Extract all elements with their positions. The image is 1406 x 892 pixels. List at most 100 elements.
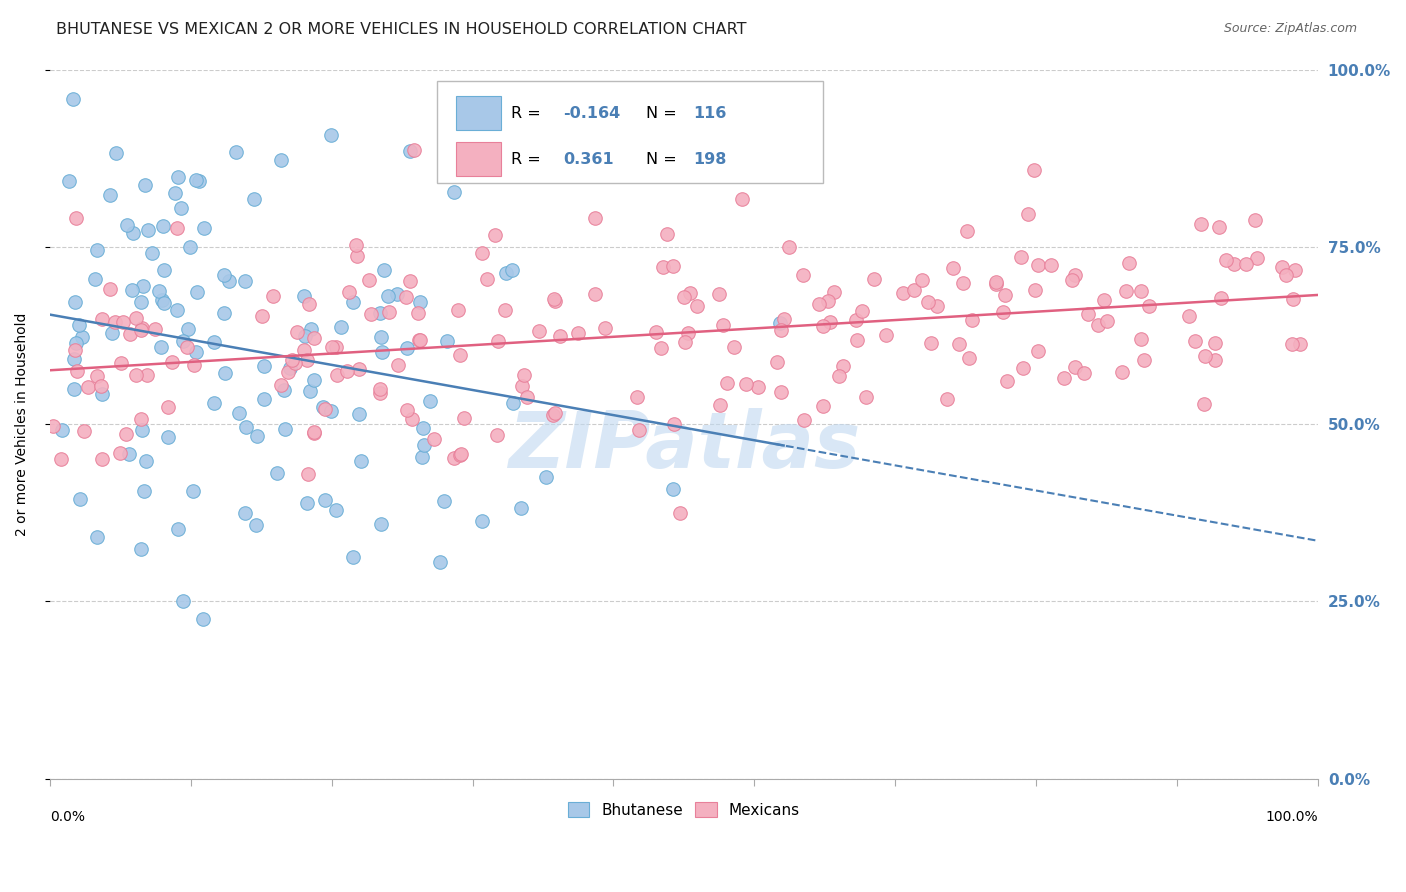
- Point: [942, 261, 965, 276]
- Text: 116: 116: [693, 106, 725, 120]
- Point: [669, 506, 692, 520]
- Point: [235, 420, 257, 434]
- Point: [527, 324, 550, 338]
- Point: [110, 445, 132, 459]
- Point: [148, 285, 170, 299]
- Point: [63, 343, 86, 357]
- Text: -0.164: -0.164: [564, 106, 620, 120]
- Point: [385, 287, 408, 301]
- Point: [778, 239, 800, 253]
- Point: [134, 178, 156, 192]
- Point: [253, 359, 276, 373]
- Point: [936, 392, 959, 406]
- Point: [911, 273, 934, 287]
- Point: [413, 438, 436, 452]
- Point: [342, 295, 364, 310]
- Point: [412, 421, 434, 435]
- Point: [121, 226, 143, 240]
- Point: [70, 330, 93, 344]
- Point: [115, 427, 138, 442]
- Point: [769, 323, 792, 337]
- Point: [86, 531, 108, 545]
- Point: [1062, 273, 1084, 287]
- Point: [485, 428, 508, 442]
- Point: [1288, 336, 1310, 351]
- Point: [891, 286, 914, 301]
- Point: [1073, 366, 1095, 380]
- Point: [495, 267, 517, 281]
- Point: [186, 285, 208, 299]
- Point: [387, 359, 409, 373]
- Point: [86, 368, 108, 383]
- Point: [846, 333, 869, 347]
- Point: [948, 337, 970, 351]
- Point: [253, 392, 276, 406]
- Point: [1139, 299, 1161, 313]
- Point: [245, 429, 267, 443]
- Point: [134, 483, 156, 498]
- Point: [1022, 162, 1045, 177]
- Text: R =: R =: [512, 152, 547, 167]
- Point: [344, 237, 367, 252]
- Point: [828, 368, 851, 383]
- Point: [817, 293, 839, 308]
- Point: [173, 334, 195, 348]
- Point: [661, 482, 683, 496]
- Point: [368, 306, 391, 320]
- Point: [583, 287, 606, 301]
- Point: [131, 321, 153, 335]
- Point: [136, 223, 159, 237]
- Point: [676, 326, 699, 341]
- Point: [132, 279, 155, 293]
- Point: [411, 450, 433, 464]
- Point: [69, 491, 91, 506]
- Point: [1130, 284, 1153, 298]
- Point: [510, 379, 533, 393]
- Point: [395, 341, 418, 355]
- Point: [359, 272, 381, 286]
- Point: [274, 422, 297, 436]
- Point: [769, 384, 792, 399]
- Point: [121, 283, 143, 297]
- Point: [62, 92, 84, 106]
- Point: [179, 240, 201, 254]
- Point: [1024, 283, 1046, 297]
- Point: [845, 313, 868, 327]
- Point: [509, 500, 531, 515]
- Point: [1246, 251, 1268, 265]
- Point: [298, 296, 321, 310]
- Point: [326, 368, 349, 382]
- Point: [1118, 255, 1140, 269]
- Y-axis label: 2 or more Vehicles in Household: 2 or more Vehicles in Household: [15, 312, 30, 536]
- Point: [202, 395, 225, 409]
- Point: [177, 322, 200, 336]
- Point: [319, 128, 342, 142]
- Point: [156, 430, 179, 444]
- Point: [187, 174, 209, 188]
- Point: [1209, 291, 1232, 305]
- FancyBboxPatch shape: [456, 142, 502, 177]
- Point: [994, 288, 1017, 302]
- Point: [734, 376, 756, 391]
- Point: [1271, 260, 1294, 274]
- Point: [152, 219, 174, 233]
- Point: [1275, 268, 1298, 282]
- Point: [104, 146, 127, 161]
- Point: [245, 518, 267, 533]
- Point: [1194, 350, 1216, 364]
- Point: [1026, 344, 1049, 359]
- Point: [471, 514, 494, 528]
- Point: [813, 319, 835, 334]
- Point: [673, 334, 696, 349]
- Point: [65, 336, 87, 351]
- Point: [373, 263, 395, 277]
- Point: [292, 343, 315, 357]
- Point: [84, 272, 107, 286]
- Point: [541, 408, 564, 422]
- Text: N =: N =: [645, 152, 682, 167]
- Point: [131, 294, 153, 309]
- Point: [135, 453, 157, 467]
- Point: [325, 340, 347, 354]
- Point: [952, 277, 974, 291]
- Point: [294, 329, 316, 343]
